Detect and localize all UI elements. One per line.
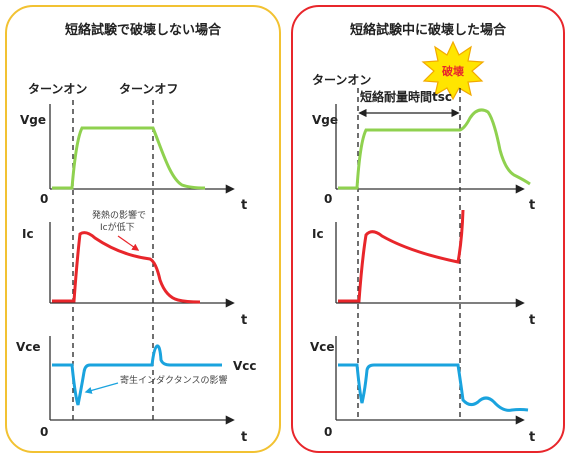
- left-turn-off-label: ターンオフ: [119, 82, 178, 96]
- right-vce-waveform: [338, 363, 529, 412]
- right-vge-time-label: t: [529, 198, 535, 213]
- right-panel-title: 短絡試験中に破壊した場合: [349, 23, 506, 38]
- left-heat-note-line1: 発熱の影響で: [92, 209, 146, 221]
- left-heat-note-line2: Icが低下: [100, 221, 135, 233]
- left-vce-label: Vce: [16, 340, 41, 354]
- right-ic-time-label: t: [529, 313, 535, 328]
- left-vce-waveform: [52, 344, 222, 406]
- left-parasitic-note: 寄生インダクタンスの影響: [120, 374, 227, 386]
- left-panel-title: 短絡試験で破壊しない場合: [64, 23, 221, 38]
- left-vce-origin: 0: [40, 425, 48, 439]
- left-vge-waveform: [52, 126, 206, 190]
- left-ic-time-label: t: [241, 313, 247, 328]
- right-vce-label: Vce: [310, 340, 335, 354]
- right-ic-waveform: [338, 209, 465, 303]
- withstand-time-label: 短絡耐量時間tsc: [360, 89, 452, 104]
- left-vge-origin: 0: [40, 192, 48, 206]
- left-vge-time-label: t: [241, 198, 247, 213]
- left-vce-time-label: t: [241, 430, 247, 445]
- panel-no-breakdown: 短絡試験で破壊しない場合: [5, 5, 281, 453]
- left-ic-label: Ic: [22, 227, 34, 241]
- right-ic-label: Ic: [312, 227, 324, 241]
- left-ic-waveform: [52, 231, 201, 304]
- right-turn-on-label: ターンオン: [312, 73, 371, 87]
- right-vge-waveform: [338, 108, 531, 190]
- right-vge-origin: 0: [324, 192, 332, 206]
- breakdown-burst-icon: [421, 40, 485, 101]
- right-vce-time-label: t: [529, 430, 535, 445]
- panel-breakdown: 短絡試験中に破壊した場合: [291, 5, 565, 453]
- right-vge-label: Vge: [312, 113, 338, 127]
- left-parasitic-arrow: [84, 382, 119, 394]
- right-vce-origin: 0: [324, 425, 332, 439]
- left-vge-label: Vge: [20, 113, 46, 127]
- left-turn-on-label: ターンオン: [28, 82, 87, 96]
- breakdown-label: 破壊: [442, 64, 465, 78]
- left-vcc-label: Vcc: [233, 359, 257, 373]
- left-heat-arrow: [117, 235, 140, 251]
